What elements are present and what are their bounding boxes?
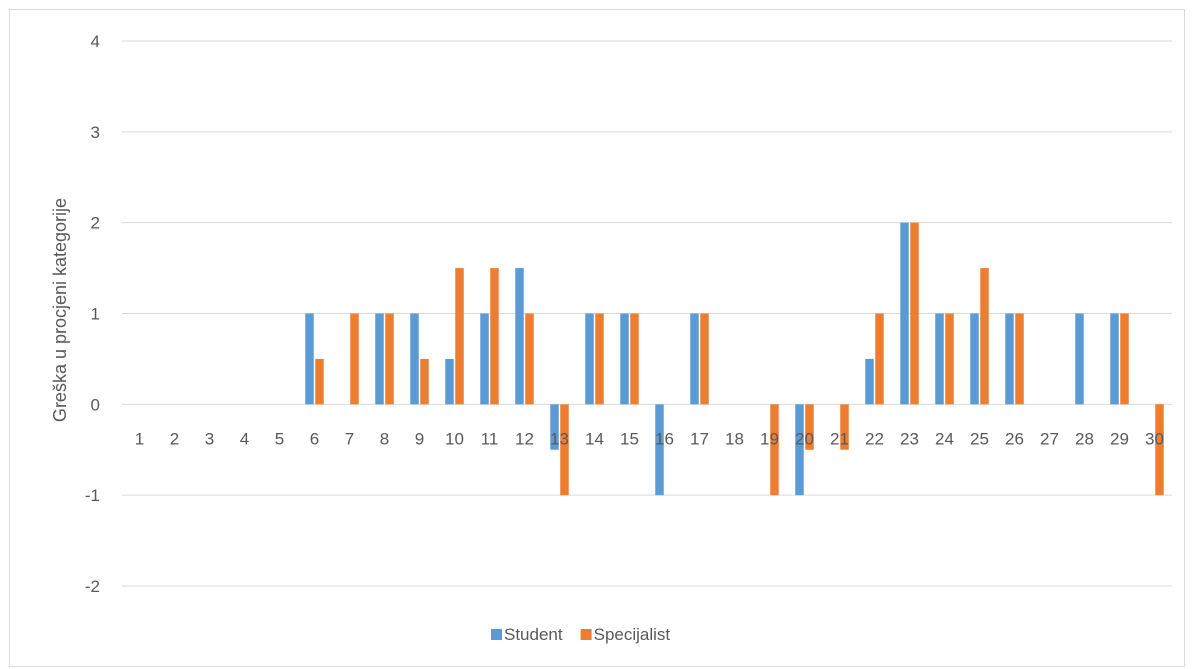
bar-specijalist-25 — [980, 268, 989, 405]
x-tick-label: 2 — [170, 429, 179, 448]
x-tick-label: 25 — [970, 429, 989, 448]
y-tick-label: -1 — [85, 486, 100, 505]
bar-specijalist-21 — [840, 404, 849, 450]
legend-label-student: Student — [504, 625, 563, 644]
bar-student-6 — [305, 313, 314, 405]
bar-specijalist-30 — [1155, 404, 1164, 496]
y-axis-ticks: -2 -1 0 1 2 3 4 — [85, 32, 100, 596]
x-tick-label: 9 — [415, 429, 424, 448]
y-tick-label: -2 — [85, 577, 100, 596]
bar-student-13 — [550, 404, 559, 450]
y-axis-title: Greška u procjeni kategorije — [50, 198, 70, 422]
x-tick-label: 16 — [655, 429, 674, 448]
y-tick-label: 2 — [91, 214, 100, 233]
x-tick-label: 15 — [620, 429, 639, 448]
x-tick-label: 5 — [275, 429, 284, 448]
bar-specijalist-24 — [945, 313, 954, 405]
legend-swatch-student — [491, 629, 502, 640]
bar-specijalist-17 — [700, 313, 709, 405]
bar-student-22 — [865, 358, 874, 405]
legend-swatch-specijalist — [580, 629, 592, 640]
bar-specijalist-6 — [315, 358, 324, 405]
bar-student-11 — [480, 313, 489, 405]
bar-specijalist-29 — [1120, 313, 1129, 405]
bar-specijalist-14 — [595, 313, 604, 405]
x-tick-label: 14 — [585, 429, 604, 448]
bar-specijalist-13 — [560, 404, 569, 496]
x-tick-label: 1 — [135, 429, 144, 448]
bar-specijalist-19 — [770, 404, 779, 496]
bar-student-25 — [970, 313, 979, 405]
bar-specijalist-23 — [910, 222, 919, 405]
y-tick-label: 3 — [91, 123, 100, 142]
y-tick-label: 1 — [91, 305, 100, 324]
bar-specijalist-10 — [455, 268, 464, 405]
x-tick-label: 24 — [935, 429, 954, 448]
x-tick-label: 19 — [760, 429, 779, 448]
y-tick-label: 4 — [91, 32, 100, 51]
bar-student-10 — [445, 358, 454, 405]
x-tick-label: 26 — [1005, 429, 1024, 448]
x-tick-label: 13 — [550, 429, 569, 448]
x-tick-label: 11 — [481, 429, 499, 448]
bars — [305, 222, 1164, 496]
legend-label-specijalist: Specijalist — [594, 625, 671, 644]
bar-student-29 — [1110, 313, 1119, 405]
bar-specijalist-8 — [385, 313, 394, 405]
bar-student-20 — [795, 404, 804, 496]
bar-student-12 — [515, 268, 524, 405]
x-tick-label: 30 — [1145, 429, 1164, 448]
x-tick-label: 21 — [830, 429, 849, 448]
bar-specijalist-11 — [490, 268, 499, 405]
x-tick-label: 3 — [205, 429, 214, 448]
bar-student-8 — [375, 313, 384, 405]
x-tick-label: 20 — [795, 429, 814, 448]
x-tick-label: 23 — [900, 429, 919, 448]
bar-specijalist-7 — [350, 313, 359, 405]
x-tick-label: 28 — [1075, 429, 1094, 448]
bar-student-17 — [690, 313, 699, 405]
x-axis-ticks: 1 2 3 4 5 6 7 8 9 10 11 12 13 14 15 16 17 18 19 20 21 22 23 24 2… — [135, 429, 1164, 448]
bar-specijalist-12 — [525, 313, 534, 405]
gridlines — [122, 40, 1172, 587]
bar-specijalist-26 — [1015, 313, 1024, 405]
x-tick-label: 27 — [1040, 429, 1059, 448]
x-tick-label: 12 — [515, 429, 534, 448]
bar-student-24 — [935, 313, 944, 405]
x-tick-label: 4 — [240, 429, 249, 448]
x-tick-label: 22 — [865, 429, 884, 448]
bar-student-14 — [585, 313, 594, 405]
x-tick-label: 6 — [310, 429, 319, 448]
bar-student-23 — [900, 222, 909, 405]
x-tick-label: 29 — [1110, 429, 1129, 448]
x-tick-label: 10 — [445, 429, 464, 448]
legend: Student Specijalist — [491, 625, 670, 644]
bar-specijalist-20 — [805, 404, 814, 450]
bar-specijalist-9 — [420, 358, 429, 405]
bar-student-9 — [410, 313, 419, 405]
y-tick-label: 0 — [91, 395, 100, 414]
x-tick-label: 7 — [345, 429, 354, 448]
x-tick-label: 8 — [380, 429, 389, 448]
bar-student-28 — [1075, 313, 1084, 405]
x-tick-label: 18 — [725, 429, 744, 448]
bar-student-26 — [1005, 313, 1014, 405]
bar-student-15 — [620, 313, 629, 405]
bar-specijalist-22 — [875, 313, 884, 405]
bar-specijalist-15 — [630, 313, 639, 405]
bar-student-16 — [655, 404, 664, 496]
x-tick-label: 17 — [690, 429, 709, 448]
